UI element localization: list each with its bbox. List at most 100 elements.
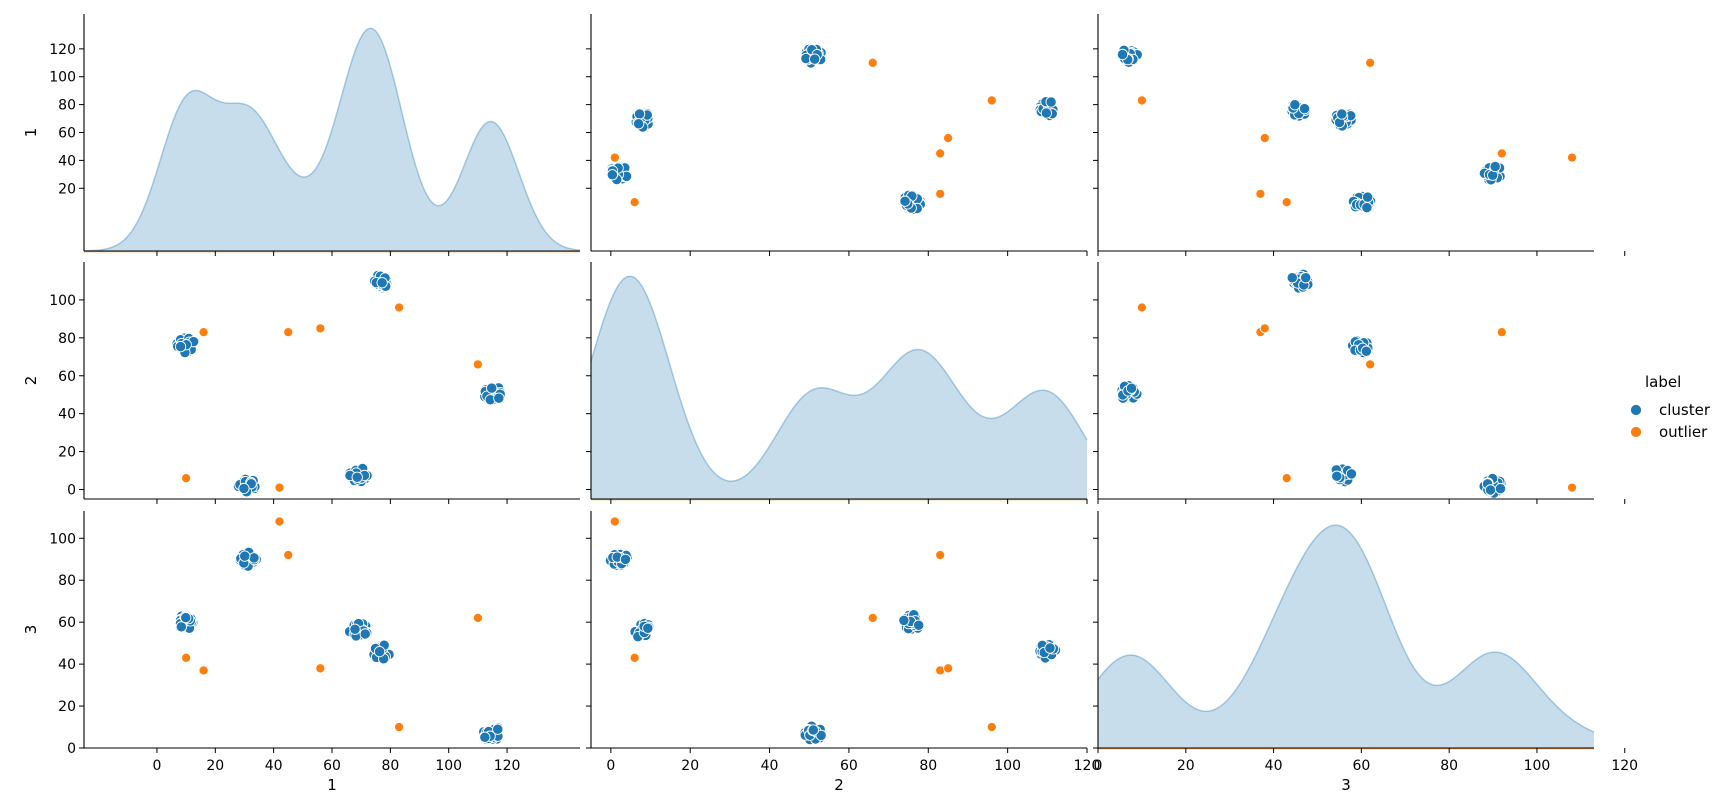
cluster-point bbox=[807, 724, 819, 736]
outlier-point bbox=[609, 152, 620, 163]
cluster-point bbox=[1044, 642, 1056, 654]
cluster-point bbox=[632, 118, 645, 130]
cluster-point bbox=[809, 53, 821, 65]
x-tick-label: 20 bbox=[1177, 758, 1195, 774]
panel-2-3 bbox=[1093, 262, 1626, 504]
kde-line-3 bbox=[1097, 524, 1595, 733]
y-tick-label: 60 bbox=[58, 369, 76, 385]
outlier-point bbox=[1567, 152, 1578, 163]
panel-3-2: 0 20 40 60 80 100 120 bbox=[586, 511, 1100, 774]
outlier-point bbox=[1496, 327, 1507, 338]
outlier-point bbox=[181, 473, 192, 484]
x-tick-label: 40 bbox=[761, 758, 779, 774]
x-tick-label: 100 bbox=[1524, 758, 1551, 774]
outlier-point bbox=[1259, 133, 1270, 144]
outlier-point bbox=[1365, 57, 1376, 68]
panel-1-2 bbox=[586, 14, 1088, 256]
x-tick-label: 40 bbox=[265, 758, 283, 774]
cluster-point bbox=[349, 623, 361, 635]
outlier-point bbox=[181, 652, 192, 663]
x-tick-label: 20 bbox=[681, 758, 699, 774]
y-axis-label-3: 3 bbox=[22, 625, 40, 635]
outlier-point bbox=[198, 665, 209, 676]
cluster-point bbox=[493, 392, 505, 404]
x-tick-label: 80 bbox=[381, 758, 399, 774]
y-axis-label-1: 1 bbox=[22, 128, 40, 138]
outlier-point bbox=[394, 721, 405, 733]
y-tick-label: 20 bbox=[58, 699, 76, 715]
outlier-point bbox=[472, 612, 483, 624]
cluster-point bbox=[248, 552, 260, 564]
cluster-point bbox=[1484, 484, 1497, 496]
x-tick-label: 80 bbox=[1440, 758, 1458, 774]
cluster-point bbox=[351, 471, 363, 483]
x-tick-label: 60 bbox=[840, 758, 858, 774]
outlier-point bbox=[986, 95, 997, 106]
x-axis-label-1: 1 bbox=[327, 776, 337, 794]
cluster-point bbox=[1345, 468, 1358, 480]
x-tick-label: 120 bbox=[1074, 758, 1101, 774]
y-tick-label: 80 bbox=[58, 331, 76, 347]
y-tick-label: 120 bbox=[49, 42, 76, 58]
cluster-point bbox=[1289, 99, 1301, 111]
cluster-point bbox=[1045, 96, 1057, 108]
panel-1-1: 20 40 60 80 100 120 bbox=[49, 14, 581, 256]
outlier-point bbox=[986, 721, 997, 733]
cluster-point bbox=[1298, 103, 1311, 115]
outlier-point bbox=[867, 57, 878, 68]
cluster-point bbox=[1286, 272, 1298, 284]
outlier-point bbox=[1255, 188, 1266, 199]
y-tick-label: 40 bbox=[58, 407, 76, 423]
outlier-point bbox=[1281, 473, 1292, 484]
outlier-point bbox=[472, 359, 483, 370]
outlier-point bbox=[315, 323, 326, 334]
cluster-point bbox=[479, 731, 491, 743]
x-tick-label: 80 bbox=[919, 758, 937, 774]
y-tick-label: 100 bbox=[49, 531, 76, 547]
y-tick-label: 60 bbox=[58, 126, 76, 142]
outlier-point bbox=[1281, 197, 1292, 208]
panel-2-2 bbox=[586, 262, 1088, 504]
y-axis-label-2: 2 bbox=[22, 376, 40, 386]
cluster-point bbox=[815, 729, 827, 742]
x-tick-label: 100 bbox=[435, 758, 462, 774]
x-tick-label: 100 bbox=[994, 758, 1021, 774]
cluster-point bbox=[913, 619, 925, 631]
y-tick-label: 20 bbox=[58, 181, 76, 197]
y-tick-label: 0 bbox=[67, 741, 76, 757]
outlier-point bbox=[943, 133, 954, 144]
outlier-point bbox=[1567, 482, 1578, 493]
cluster-point bbox=[238, 482, 250, 495]
outlier-point bbox=[609, 516, 620, 527]
kde-line-1 bbox=[83, 27, 581, 252]
outlier-point bbox=[935, 188, 946, 199]
panel-1-3 bbox=[1093, 14, 1626, 256]
x-tick-label: 40 bbox=[1265, 758, 1283, 774]
legend-label-outlier: outlier bbox=[1659, 423, 1708, 441]
cluster-point bbox=[373, 645, 386, 658]
legend-marker-outlier bbox=[1630, 426, 1642, 438]
cluster-point bbox=[1331, 470, 1343, 482]
cluster-point bbox=[606, 169, 618, 181]
outlier-point bbox=[283, 549, 294, 561]
y-tick-label: 100 bbox=[49, 293, 76, 309]
outlier-point bbox=[867, 612, 878, 624]
cluster-point bbox=[1300, 272, 1312, 284]
y-tick-label: 20 bbox=[58, 445, 76, 461]
x-tick-label: 0 bbox=[1094, 758, 1103, 774]
cluster-point bbox=[619, 553, 632, 566]
cluster-point bbox=[633, 108, 646, 120]
y-tick-label: 100 bbox=[49, 70, 76, 86]
cluster-point bbox=[486, 382, 498, 394]
x-axis-label-3: 3 bbox=[1341, 776, 1351, 794]
y-tick-label: 40 bbox=[58, 153, 76, 169]
outlier-point bbox=[394, 302, 405, 313]
outlier-point bbox=[935, 148, 946, 159]
cluster-point bbox=[1494, 482, 1507, 495]
kde-line-2 bbox=[590, 275, 1088, 482]
cluster-point bbox=[1361, 201, 1373, 214]
cluster-point bbox=[898, 614, 910, 627]
y-tick-label: 80 bbox=[58, 573, 76, 589]
outlier-point bbox=[935, 549, 946, 561]
